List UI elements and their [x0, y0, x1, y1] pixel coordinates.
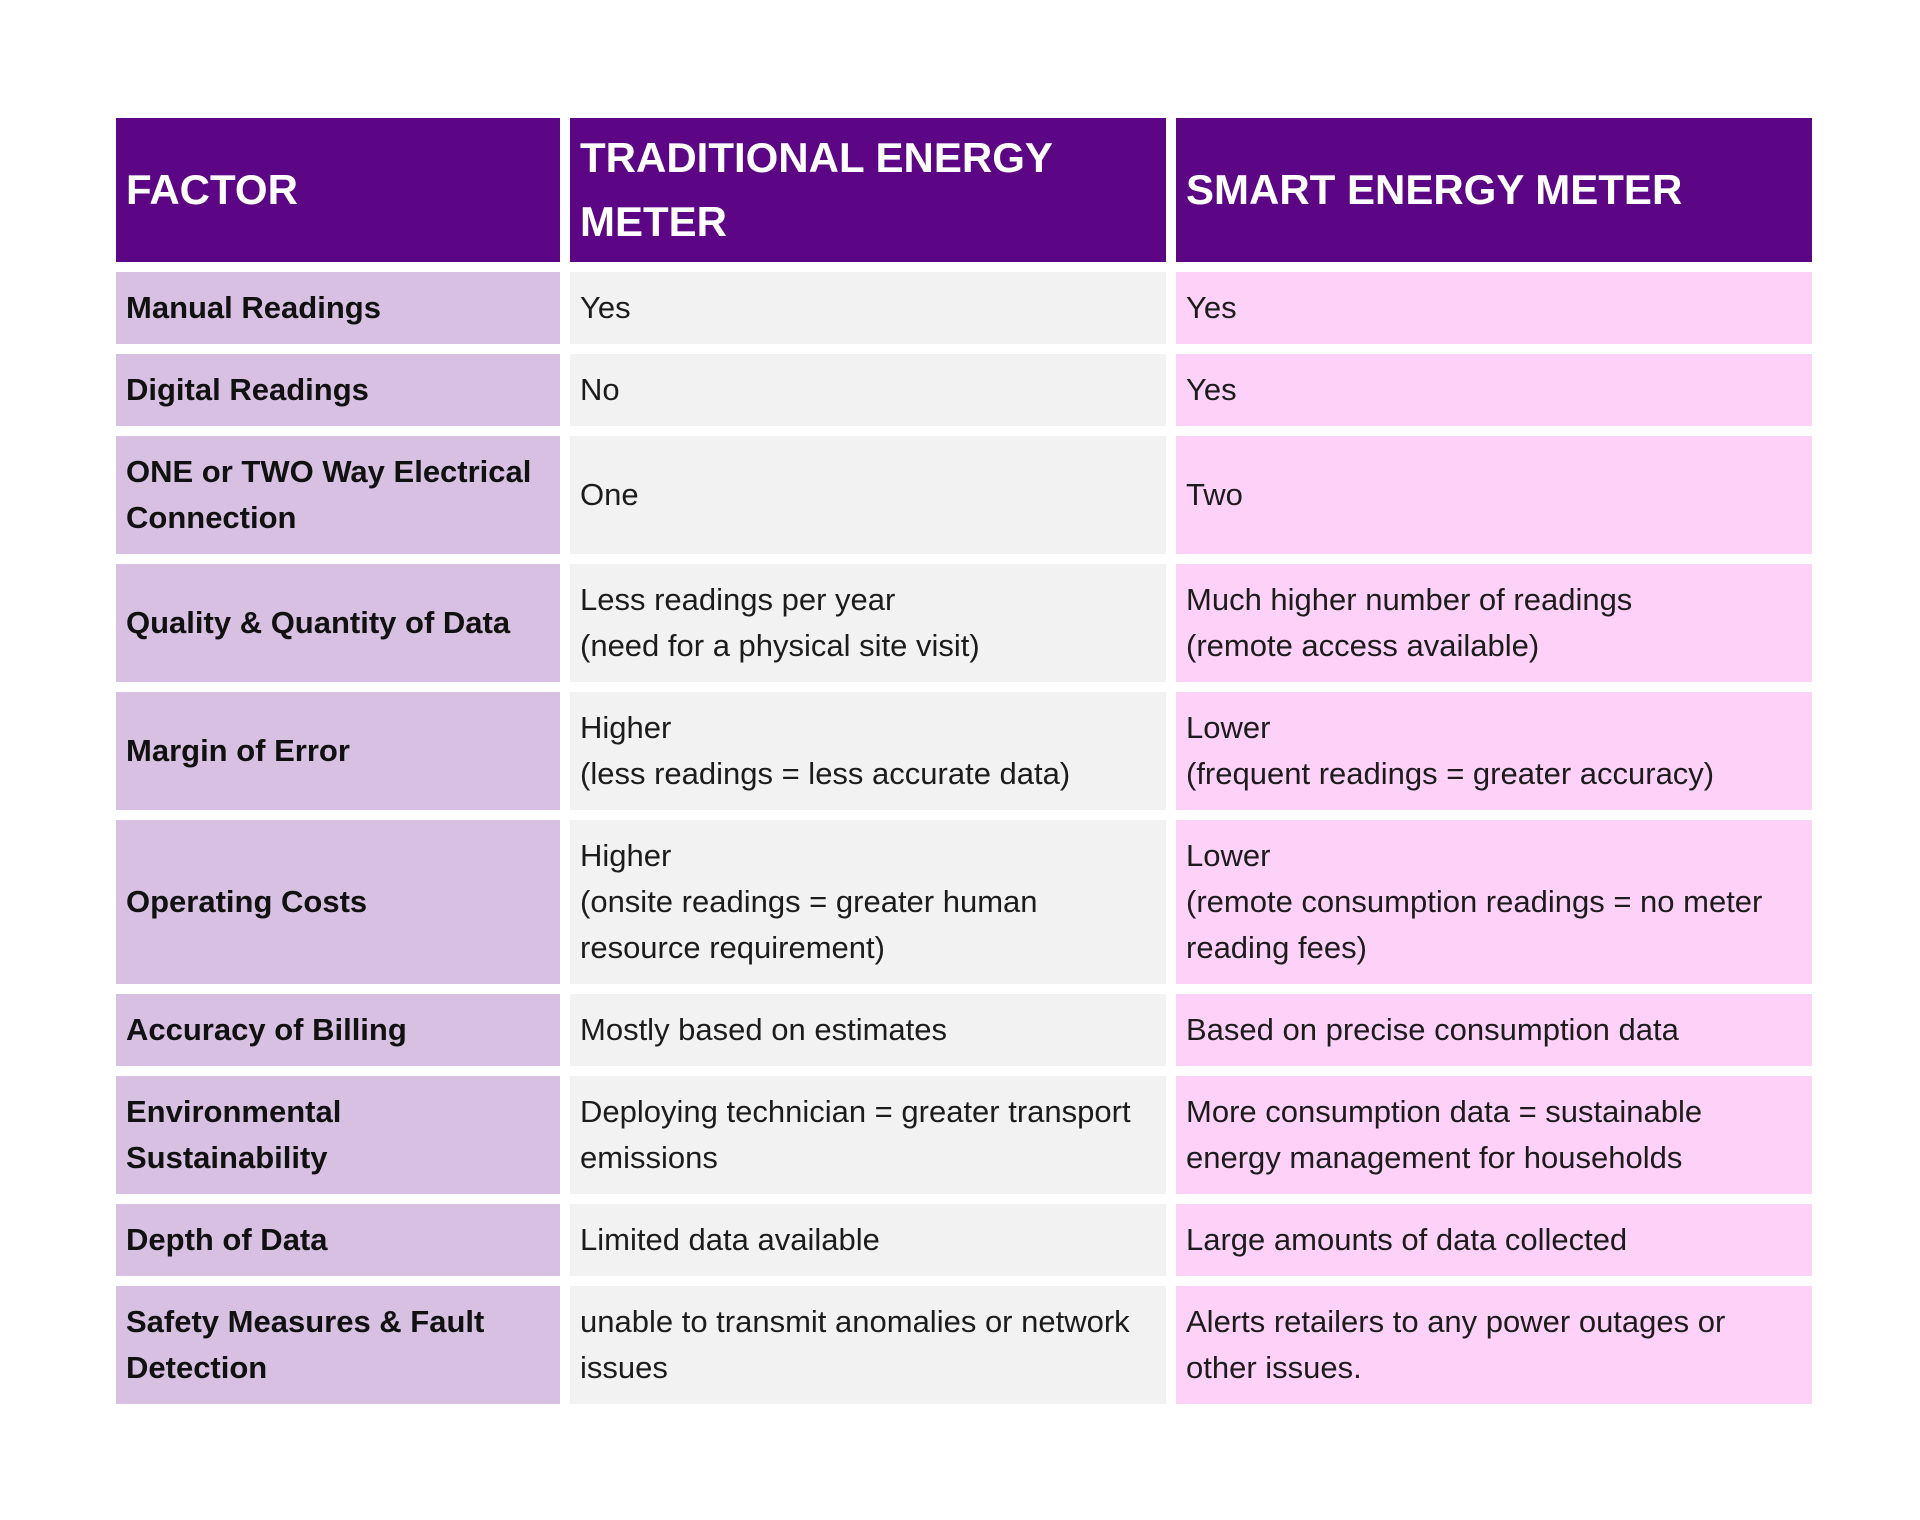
cell-line: (less readings = less accurate data) [580, 756, 1071, 791]
cell-line: Higher [580, 710, 672, 745]
table-row: Depth of Data Limited data available Lar… [116, 1204, 1812, 1276]
table-row: Accuracy of Billing Mostly based on esti… [116, 994, 1812, 1066]
smart-cell: Yes [1176, 354, 1812, 426]
cell-line: Alerts retailers to any power outages or… [1186, 1304, 1726, 1385]
table-body: Manual Readings Yes Yes Digital Readings… [116, 272, 1812, 1404]
cell-line: Much higher number of readings [1186, 582, 1633, 617]
table-row: Digital Readings No Yes [116, 354, 1812, 426]
traditional-cell: Less readings per year (need for a physi… [570, 564, 1166, 682]
cell-line: Lower [1186, 710, 1271, 745]
factor-cell: Operating Costs [116, 820, 560, 984]
cell-line: Yes [580, 290, 631, 325]
cell-line: Large amounts of data collected [1186, 1222, 1628, 1257]
cell-line: (need for a physical site visit) [580, 628, 980, 663]
factor-cell: Safety Measures & Fault Detection [116, 1286, 560, 1404]
factor-cell: Accuracy of Billing [116, 994, 560, 1066]
cell-line: Yes [1186, 372, 1237, 407]
cell-line: Based on precise consumption data [1186, 1012, 1679, 1047]
smart-cell: Two [1176, 436, 1812, 554]
smart-cell: Based on precise consumption data [1176, 994, 1812, 1066]
cell-line: Lower [1186, 838, 1271, 873]
factor-cell: Environmental Sustainability [116, 1076, 560, 1194]
table-row: Environmental Sustainability Deploying t… [116, 1076, 1812, 1194]
table-row: Margin of Error Higher (less readings = … [116, 692, 1812, 810]
cell-line: (frequent readings = greater accuracy) [1186, 756, 1715, 791]
smart-cell: More consumption data = sustainable ener… [1176, 1076, 1812, 1194]
cell-line: More consumption data = sustainable ener… [1186, 1094, 1703, 1175]
smart-cell: Lower (remote consumption readings = no … [1176, 820, 1812, 984]
cell-line: Yes [1186, 290, 1237, 325]
cell-line: Less readings per year [580, 582, 896, 617]
smart-cell: Much higher number of readings (remote a… [1176, 564, 1812, 682]
cell-line: No [580, 372, 620, 407]
traditional-cell: One [570, 436, 1166, 554]
smart-cell: Yes [1176, 272, 1812, 344]
comparison-table: FACTOR TRADITIONAL ENERGY METER SMART EN… [106, 108, 1822, 1414]
cell-line: Deploying technician = greater transport… [580, 1094, 1131, 1175]
header-factor: FACTOR [116, 118, 560, 262]
table-row: Safety Measures & Fault Detection unable… [116, 1286, 1812, 1404]
cell-line: Higher [580, 838, 672, 873]
cell-line: (remote access available) [1186, 628, 1540, 663]
traditional-cell: Yes [570, 272, 1166, 344]
factor-cell: Quality & Quantity of Data [116, 564, 560, 682]
smart-cell: Lower (frequent readings = greater accur… [1176, 692, 1812, 810]
comparison-table-container: FACTOR TRADITIONAL ENERGY METER SMART EN… [116, 118, 1812, 1404]
factor-cell: Margin of Error [116, 692, 560, 810]
traditional-cell: Limited data available [570, 1204, 1166, 1276]
header-smart: SMART ENERGY METER [1176, 118, 1812, 262]
traditional-cell: unable to transmit anomalies or network … [570, 1286, 1166, 1404]
table-row: Manual Readings Yes Yes [116, 272, 1812, 344]
table-header: FACTOR TRADITIONAL ENERGY METER SMART EN… [116, 118, 1812, 262]
traditional-cell: Higher (less readings = less accurate da… [570, 692, 1166, 810]
factor-cell: ONE or TWO Way Electrical Connection [116, 436, 560, 554]
cell-line: Limited data available [580, 1222, 880, 1257]
smart-cell: Alerts retailers to any power outages or… [1176, 1286, 1812, 1404]
header-traditional: TRADITIONAL ENERGY METER [570, 118, 1166, 262]
table-row: Operating Costs Higher (onsite readings … [116, 820, 1812, 984]
traditional-cell: Mostly based on estimates [570, 994, 1166, 1066]
table-row: Quality & Quantity of Data Less readings… [116, 564, 1812, 682]
smart-cell: Large amounts of data collected [1176, 1204, 1812, 1276]
cell-line: unable to transmit anomalies or network … [580, 1304, 1130, 1385]
cell-line: Two [1186, 477, 1243, 512]
factor-cell: Manual Readings [116, 272, 560, 344]
traditional-cell: No [570, 354, 1166, 426]
traditional-cell: Deploying technician = greater transport… [570, 1076, 1166, 1194]
cell-line: Mostly based on estimates [580, 1012, 948, 1047]
cell-line: (onsite readings = greater human resourc… [580, 884, 1038, 965]
cell-line: (remote consumption readings = no meter … [1186, 884, 1763, 965]
cell-line: One [580, 477, 639, 512]
table-row: ONE or TWO Way Electrical Connection One… [116, 436, 1812, 554]
header-row: FACTOR TRADITIONAL ENERGY METER SMART EN… [116, 118, 1812, 262]
factor-cell: Depth of Data [116, 1204, 560, 1276]
factor-cell: Digital Readings [116, 354, 560, 426]
traditional-cell: Higher (onsite readings = greater human … [570, 820, 1166, 984]
